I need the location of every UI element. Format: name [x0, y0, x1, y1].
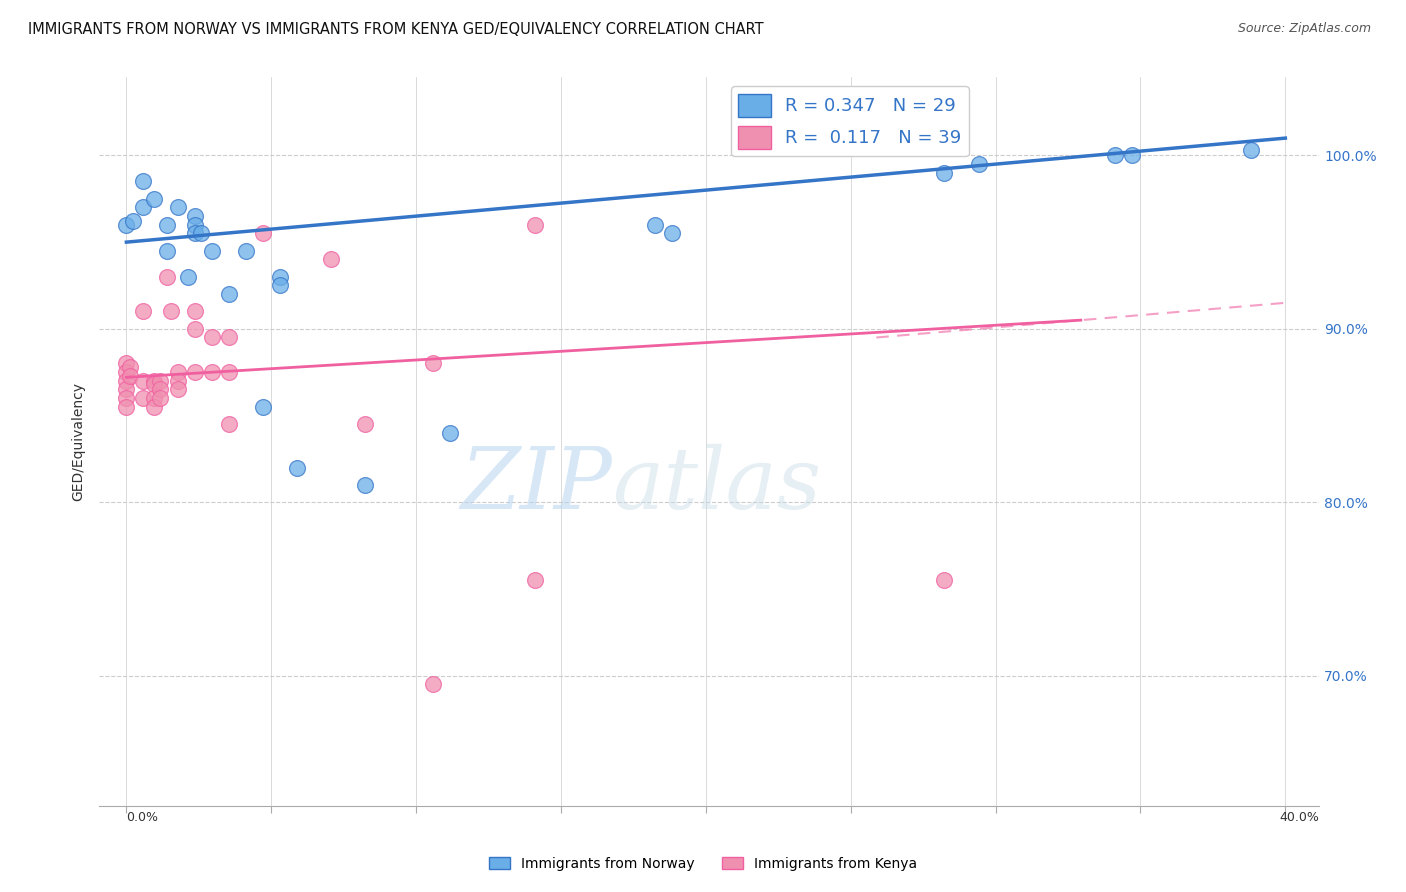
Point [156, 218, 179, 232]
Point [201, 330, 224, 344]
Point [422, 677, 444, 691]
Point [118, 359, 141, 374]
Point [644, 218, 666, 232]
Point [115, 218, 138, 232]
Text: IMMIGRANTS FROM NORWAY VS IMMIGRANTS FROM KENYA GED/EQUIVALENCY CORRELATION CHAR: IMMIGRANTS FROM NORWAY VS IMMIGRANTS FRO… [28, 22, 763, 37]
Point [166, 383, 188, 397]
Point [115, 374, 138, 388]
Text: atlas: atlas [612, 444, 821, 526]
Point [115, 357, 138, 371]
Point [524, 573, 547, 587]
Point [118, 368, 141, 383]
Point [183, 209, 205, 223]
Point [201, 365, 224, 379]
Point [149, 374, 172, 388]
Point [132, 174, 155, 188]
Text: Source: ZipAtlas.com: Source: ZipAtlas.com [1237, 22, 1371, 36]
Point [1240, 143, 1263, 157]
Point [934, 166, 956, 180]
Y-axis label: GED/Equivalency: GED/Equivalency [72, 382, 86, 501]
Point [218, 417, 240, 432]
Point [661, 227, 683, 241]
Point [183, 304, 205, 318]
Point [439, 425, 461, 440]
Point [524, 218, 547, 232]
Point [183, 218, 205, 232]
Point [156, 244, 179, 258]
Point [115, 400, 138, 414]
Point [142, 400, 165, 414]
Point [285, 460, 308, 475]
Point [934, 573, 956, 587]
Point [166, 365, 188, 379]
Point [177, 269, 200, 284]
Point [183, 322, 205, 336]
Point [1104, 148, 1126, 162]
Point [132, 374, 155, 388]
Point [183, 365, 205, 379]
Point [967, 157, 990, 171]
Point [166, 201, 188, 215]
Point [354, 417, 377, 432]
Point [252, 227, 274, 241]
Legend: R = 0.347   N = 29, R =  0.117   N = 39: R = 0.347 N = 29, R = 0.117 N = 39 [731, 87, 969, 156]
Text: 0.0%: 0.0% [127, 811, 159, 824]
Point [142, 377, 165, 392]
Point [142, 374, 165, 388]
Point [122, 214, 145, 228]
Point [252, 400, 274, 414]
Point [149, 391, 172, 405]
Point [190, 227, 212, 241]
Legend: Immigrants from Norway, Immigrants from Kenya: Immigrants from Norway, Immigrants from … [484, 851, 922, 876]
Point [132, 304, 155, 318]
Point [115, 391, 138, 405]
Point [132, 391, 155, 405]
Point [115, 383, 138, 397]
Point [319, 252, 342, 267]
Point [142, 391, 165, 405]
Point [142, 192, 165, 206]
Point [235, 244, 257, 258]
Point [1121, 148, 1143, 162]
Text: ZIP: ZIP [460, 444, 612, 526]
Text: 40.0%: 40.0% [1279, 811, 1319, 824]
Point [269, 269, 291, 284]
Point [269, 278, 291, 293]
Point [115, 365, 138, 379]
Point [218, 330, 240, 344]
Point [422, 357, 444, 371]
Point [149, 383, 172, 397]
Point [218, 365, 240, 379]
Point [183, 227, 205, 241]
Point [159, 304, 181, 318]
Point [218, 287, 240, 301]
Point [354, 478, 377, 492]
Point [201, 244, 224, 258]
Point [166, 374, 188, 388]
Point [132, 201, 155, 215]
Point [156, 269, 179, 284]
